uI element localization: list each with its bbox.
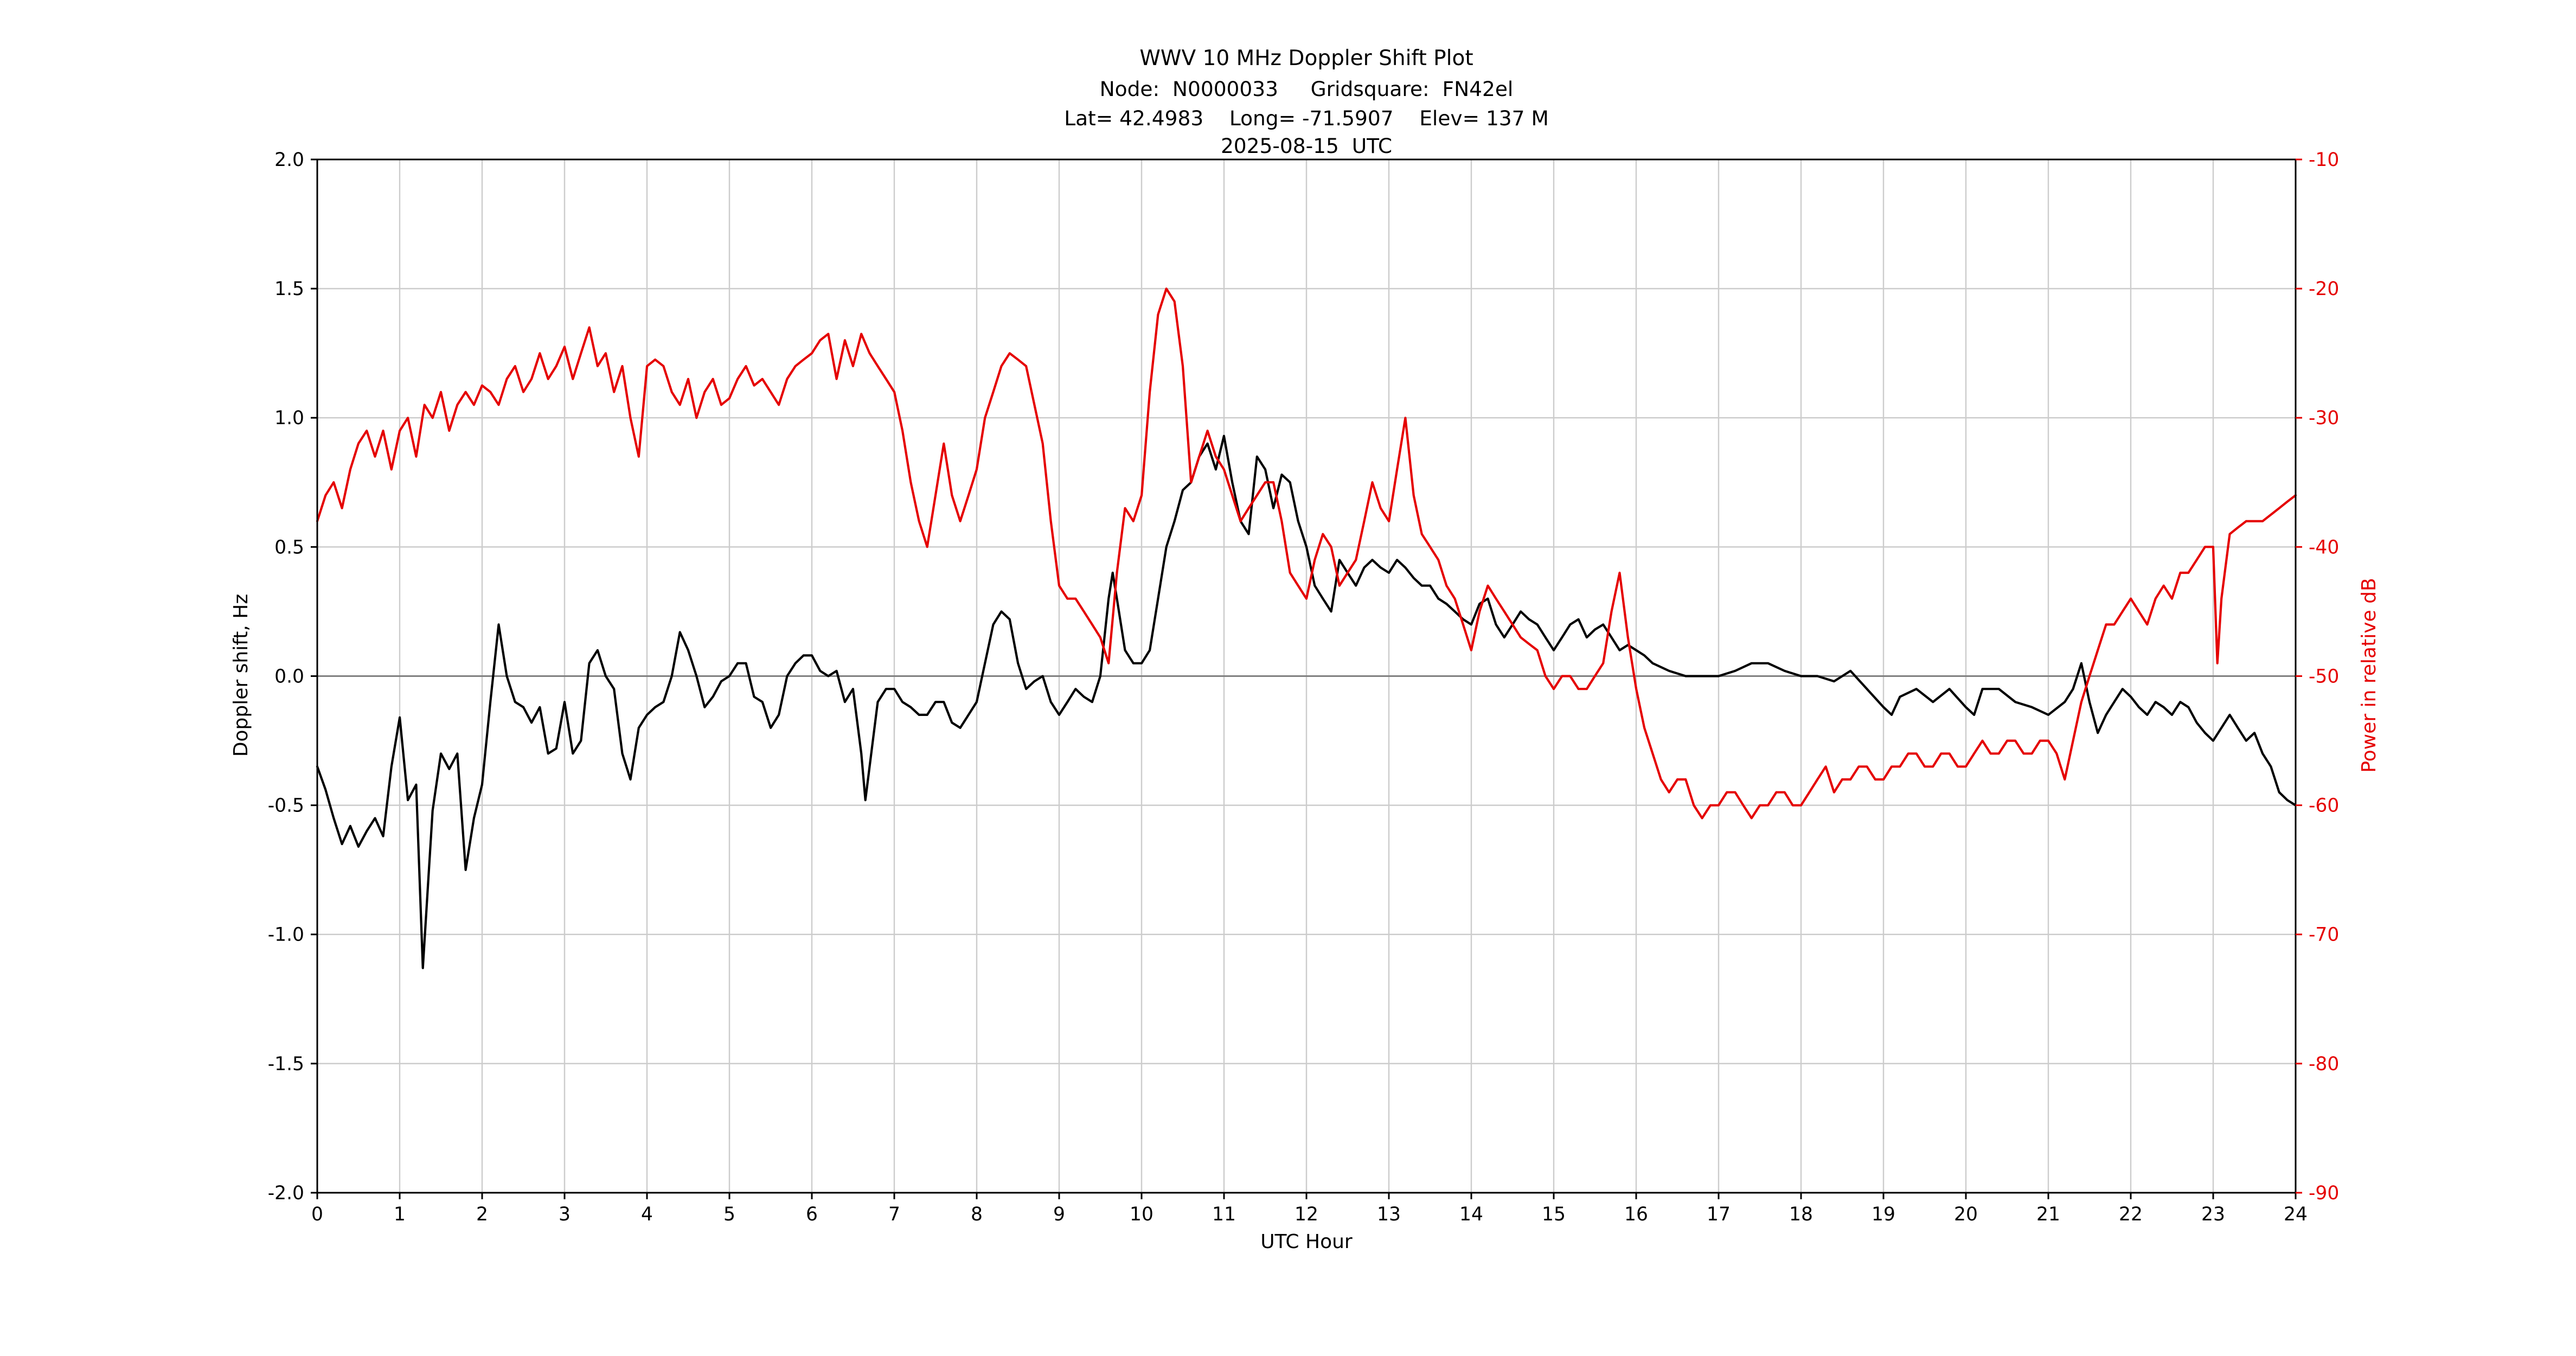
x-tick-label: 22 [2119, 1204, 2143, 1225]
x-tick-label: 19 [1872, 1204, 1895, 1225]
x-tick-label: 23 [2201, 1204, 2225, 1225]
y-right-tick-label: -90 [2309, 1182, 2339, 1204]
x-tick-label: 9 [1053, 1204, 1065, 1225]
x-tick-label: 12 [1295, 1204, 1318, 1225]
y-left-tick-label: 1.5 [274, 278, 304, 300]
y-left-tick-label: 2.0 [274, 149, 304, 171]
y-left-tick-label: -1.5 [268, 1053, 304, 1075]
y-right-tick-label: -70 [2309, 924, 2339, 946]
x-tick-label: 21 [2036, 1204, 2060, 1225]
chart-subtitle-location: Lat= 42.4983 Long= -71.5907 Elev= 137 M [1064, 105, 1549, 130]
chart-subtitle-date: 2025-08-15 UTC [1220, 134, 1393, 159]
x-tick-label: 11 [1212, 1204, 1236, 1225]
y-left-tick-label: -0.5 [268, 795, 304, 817]
y-right-tick-label: -50 [2309, 666, 2339, 687]
title-block: WWV 10 MHz Doppler Shift Plot Node: N000… [317, 46, 2296, 162]
x-tick-label: 18 [1789, 1204, 1813, 1225]
y-left-tick-label: 1.0 [274, 407, 304, 429]
y-left-tick-label: -2.0 [268, 1182, 304, 1204]
x-tick-label: 24 [2284, 1204, 2308, 1225]
x-tick-label: 3 [559, 1204, 571, 1225]
y-right-tick-label: -30 [2309, 407, 2339, 429]
x-tick-label: 15 [1542, 1204, 1566, 1225]
y-left-tick-label: 0.0 [274, 666, 304, 687]
y-left-tick-label: -1.0 [268, 924, 304, 946]
x-tick-label: 6 [806, 1204, 818, 1225]
x-tick-label: 2 [476, 1204, 488, 1225]
chart-title: WWV 10 MHz Doppler Shift Plot [1139, 47, 1473, 72]
series-power [316, 287, 2297, 820]
x-tick-label: 10 [1130, 1204, 1154, 1225]
x-tick-label: 17 [1707, 1204, 1731, 1225]
x-tick-label: 8 [971, 1204, 983, 1225]
y-left-tick-label: 0.5 [274, 536, 304, 558]
x-tick-label: 1 [394, 1204, 406, 1225]
x-tick-label: 7 [888, 1204, 900, 1225]
x-tick-label: 13 [1377, 1204, 1401, 1225]
x-axis-label: UTC Hour [1260, 1230, 1353, 1253]
x-tick-label: 16 [1624, 1204, 1648, 1225]
x-tick-label: 14 [1459, 1204, 1483, 1225]
chart-subtitle-node: Node: N0000033 Gridsquare: FN42el [1099, 76, 1514, 101]
x-tick-label: 5 [723, 1204, 735, 1225]
x-tick-label: 4 [641, 1204, 653, 1225]
y-right-tick-label: -20 [2309, 278, 2339, 300]
series-doppler [316, 434, 2297, 969]
x-tick-label: 0 [311, 1204, 323, 1225]
y-right-tick-label: -80 [2309, 1053, 2339, 1075]
x-tick-label: 20 [1954, 1204, 1978, 1225]
y-right-tick-label: -10 [2309, 149, 2339, 171]
y-right-tick-label: -60 [2309, 795, 2339, 817]
y-right-tick-label: -40 [2309, 536, 2339, 558]
